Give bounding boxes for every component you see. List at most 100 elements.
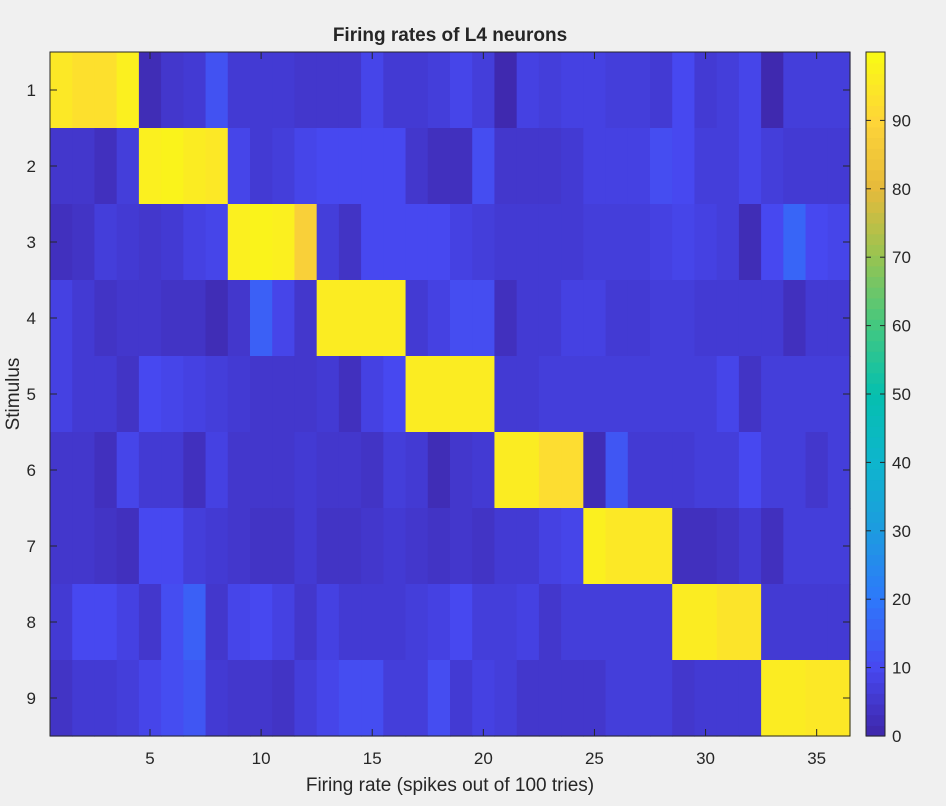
colorbar-segment (866, 426, 885, 438)
colorbar-segment (866, 511, 885, 523)
heatmap-cell (450, 432, 473, 509)
heatmap-cell (783, 584, 807, 661)
heatmap-cell (561, 52, 584, 129)
heatmap-cell (405, 584, 429, 661)
x-tick-label: 35 (807, 749, 826, 768)
heatmap-cell (672, 128, 696, 205)
heatmap-cell (183, 280, 207, 357)
y-tick-label: 9 (27, 689, 36, 708)
heatmap-cell (250, 52, 273, 129)
heatmap-cell (72, 52, 96, 129)
heatmap-cell (561, 128, 584, 205)
heatmap-cell (761, 204, 784, 281)
heatmap-cell (494, 280, 518, 357)
colorbar-segment (866, 180, 885, 192)
heatmap-cell (627, 204, 651, 281)
heatmap-cell (538, 128, 562, 205)
heatmap-cell (761, 128, 784, 205)
heatmap-cell (627, 432, 651, 509)
heatmap-cell (205, 660, 229, 737)
heatmap-cell (738, 584, 762, 661)
heatmap-cell (205, 204, 229, 281)
heatmap-cell (472, 660, 496, 737)
colorbar-segment (866, 714, 885, 726)
heatmap-cell (450, 204, 473, 281)
colorbar-segment (866, 543, 885, 555)
heatmap-cell (538, 508, 562, 585)
heatmap-cell (561, 508, 584, 585)
heatmap-cell (738, 52, 762, 129)
heatmap-cell (627, 584, 651, 661)
heatmap-cell (138, 356, 162, 433)
heatmap-cell (361, 660, 384, 737)
colorbar-tick-label: 50 (892, 385, 911, 404)
heatmap-cell (761, 356, 784, 433)
heatmap-cell (138, 508, 162, 585)
heatmap-cell (783, 204, 807, 281)
heatmap-cell (738, 356, 762, 433)
heatmap-cell (672, 508, 696, 585)
x-tick-label: 25 (585, 749, 604, 768)
colorbar: 0 10 20 30 40 50 60 70 80 90 (865, 51, 911, 746)
heatmap-cell (250, 128, 273, 205)
heatmap-cell (338, 660, 362, 737)
heatmap-cell (316, 356, 340, 433)
heatmap-cell (383, 584, 407, 661)
colorbar-segment (866, 629, 885, 641)
heatmap-cell (650, 660, 673, 737)
x-axis: 5 10 15 20 25 30 35 (145, 52, 826, 768)
heatmap-cell (694, 584, 718, 661)
colorbar-segment (866, 137, 885, 149)
heatmap-cell (338, 204, 362, 281)
colorbar-segment (866, 190, 885, 203)
heatmap-cell (783, 128, 807, 205)
heatmap-cell (450, 660, 473, 737)
heatmap-cell (694, 508, 718, 585)
heatmap-cell (516, 52, 540, 129)
heatmap-cell (227, 128, 251, 205)
heatmap-cell (538, 356, 562, 433)
heatmap-cell (694, 356, 718, 433)
heatmap-cell (738, 128, 762, 205)
heatmap-cell (383, 356, 407, 433)
colorbar-segment (866, 340, 885, 352)
heatmap-cell (805, 356, 829, 433)
heatmap-cell (161, 660, 184, 737)
heatmap-cell (650, 356, 673, 433)
heatmap-cell (227, 508, 251, 585)
colorbar-segment (866, 244, 885, 256)
heatmap-cell (516, 584, 540, 661)
heatmap-cell (294, 280, 318, 357)
heatmap-cell (827, 584, 851, 661)
heatmap-cell (361, 52, 384, 129)
colorbar-segment (866, 703, 885, 716)
heatmap-cell (138, 660, 162, 737)
heatmap-cell (138, 128, 162, 205)
heatmap-cell (205, 52, 229, 129)
heatmap-cell (294, 52, 318, 129)
colorbar-tick-label: 20 (892, 590, 911, 609)
heatmap-cell (316, 508, 340, 585)
heatmap-cell (450, 356, 473, 433)
heatmap-cell (761, 52, 784, 129)
colorbar-segment (866, 639, 885, 652)
heatmap-cell (272, 280, 296, 357)
heatmap-cell (805, 280, 829, 357)
colorbar-segment (866, 329, 885, 342)
heatmap-cell (138, 432, 162, 509)
heatmap-cell (516, 128, 540, 205)
heatmap-cell (538, 432, 562, 509)
colorbar-segment (866, 169, 885, 181)
heatmap-cell (472, 584, 496, 661)
heatmap-cell (405, 660, 429, 737)
heatmap-cell (783, 660, 807, 737)
heatmap-cell (716, 508, 740, 585)
colorbar-segment (866, 607, 885, 620)
heatmap-cell (583, 508, 607, 585)
y-tick-label: 7 (27, 537, 36, 556)
heatmap-cell (827, 280, 851, 357)
heatmap-cell (672, 356, 696, 433)
heatmap-cell (183, 356, 207, 433)
heatmap-cells (50, 52, 851, 737)
heatmap-cell (338, 280, 362, 357)
